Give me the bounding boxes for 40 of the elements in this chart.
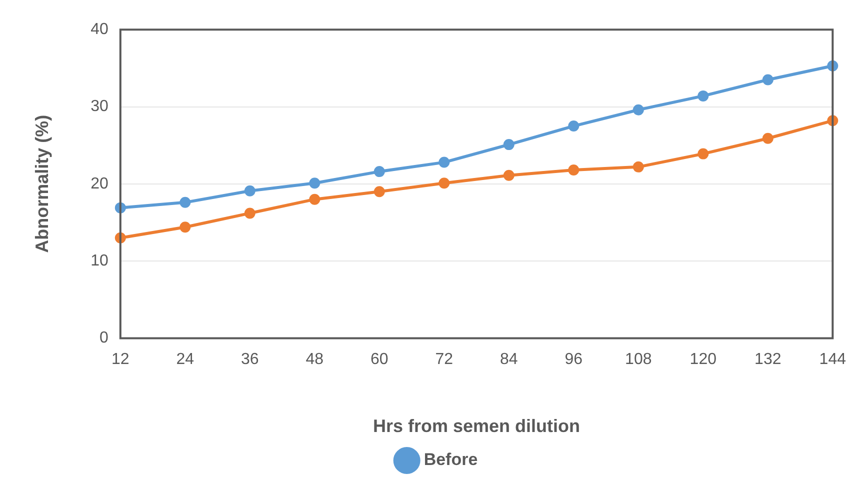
legend-label: Before: [424, 450, 478, 470]
x-tick-label: 60: [370, 351, 388, 368]
point: [568, 164, 580, 176]
x-tick-label: 108: [625, 351, 652, 368]
y-tick-label: 0: [99, 330, 108, 347]
point: [698, 90, 709, 102]
point: [632, 104, 644, 116]
x-tick-label: 96: [564, 351, 583, 368]
point: [244, 208, 256, 219]
point: [438, 178, 450, 189]
point: [762, 74, 774, 86]
point: [503, 170, 514, 181]
point: [180, 196, 191, 208]
point: [632, 161, 644, 172]
y-axis-title: Abnormality (%): [32, 114, 52, 253]
x-tick-label: 72: [435, 351, 454, 368]
point: [244, 185, 256, 196]
x-tick-label: 36: [241, 351, 259, 368]
y-tick-label: 40: [90, 21, 108, 38]
point: [309, 178, 320, 189]
point: [698, 148, 709, 160]
x-axis-title: Hrs from semen dilution: [373, 416, 580, 436]
x-tick-label: 144: [819, 351, 846, 368]
x-tick-label: 132: [754, 351, 782, 368]
y-tick-label: 30: [90, 98, 108, 116]
point: [309, 194, 320, 205]
point: [374, 186, 385, 198]
y-tick-label: 20: [90, 175, 108, 192]
x-tick-label: 84: [500, 351, 518, 368]
x-tick-label: 24: [176, 351, 194, 368]
point: [374, 166, 385, 178]
point: [568, 120, 580, 132]
point: [503, 139, 514, 150]
x-tick-label: 120: [690, 351, 717, 368]
x-tick-label: 12: [112, 351, 130, 368]
y-tick-label: 10: [90, 252, 108, 270]
point: [180, 222, 191, 233]
point: [438, 156, 450, 168]
point: [762, 132, 774, 144]
x-tick-label: 48: [306, 351, 324, 368]
